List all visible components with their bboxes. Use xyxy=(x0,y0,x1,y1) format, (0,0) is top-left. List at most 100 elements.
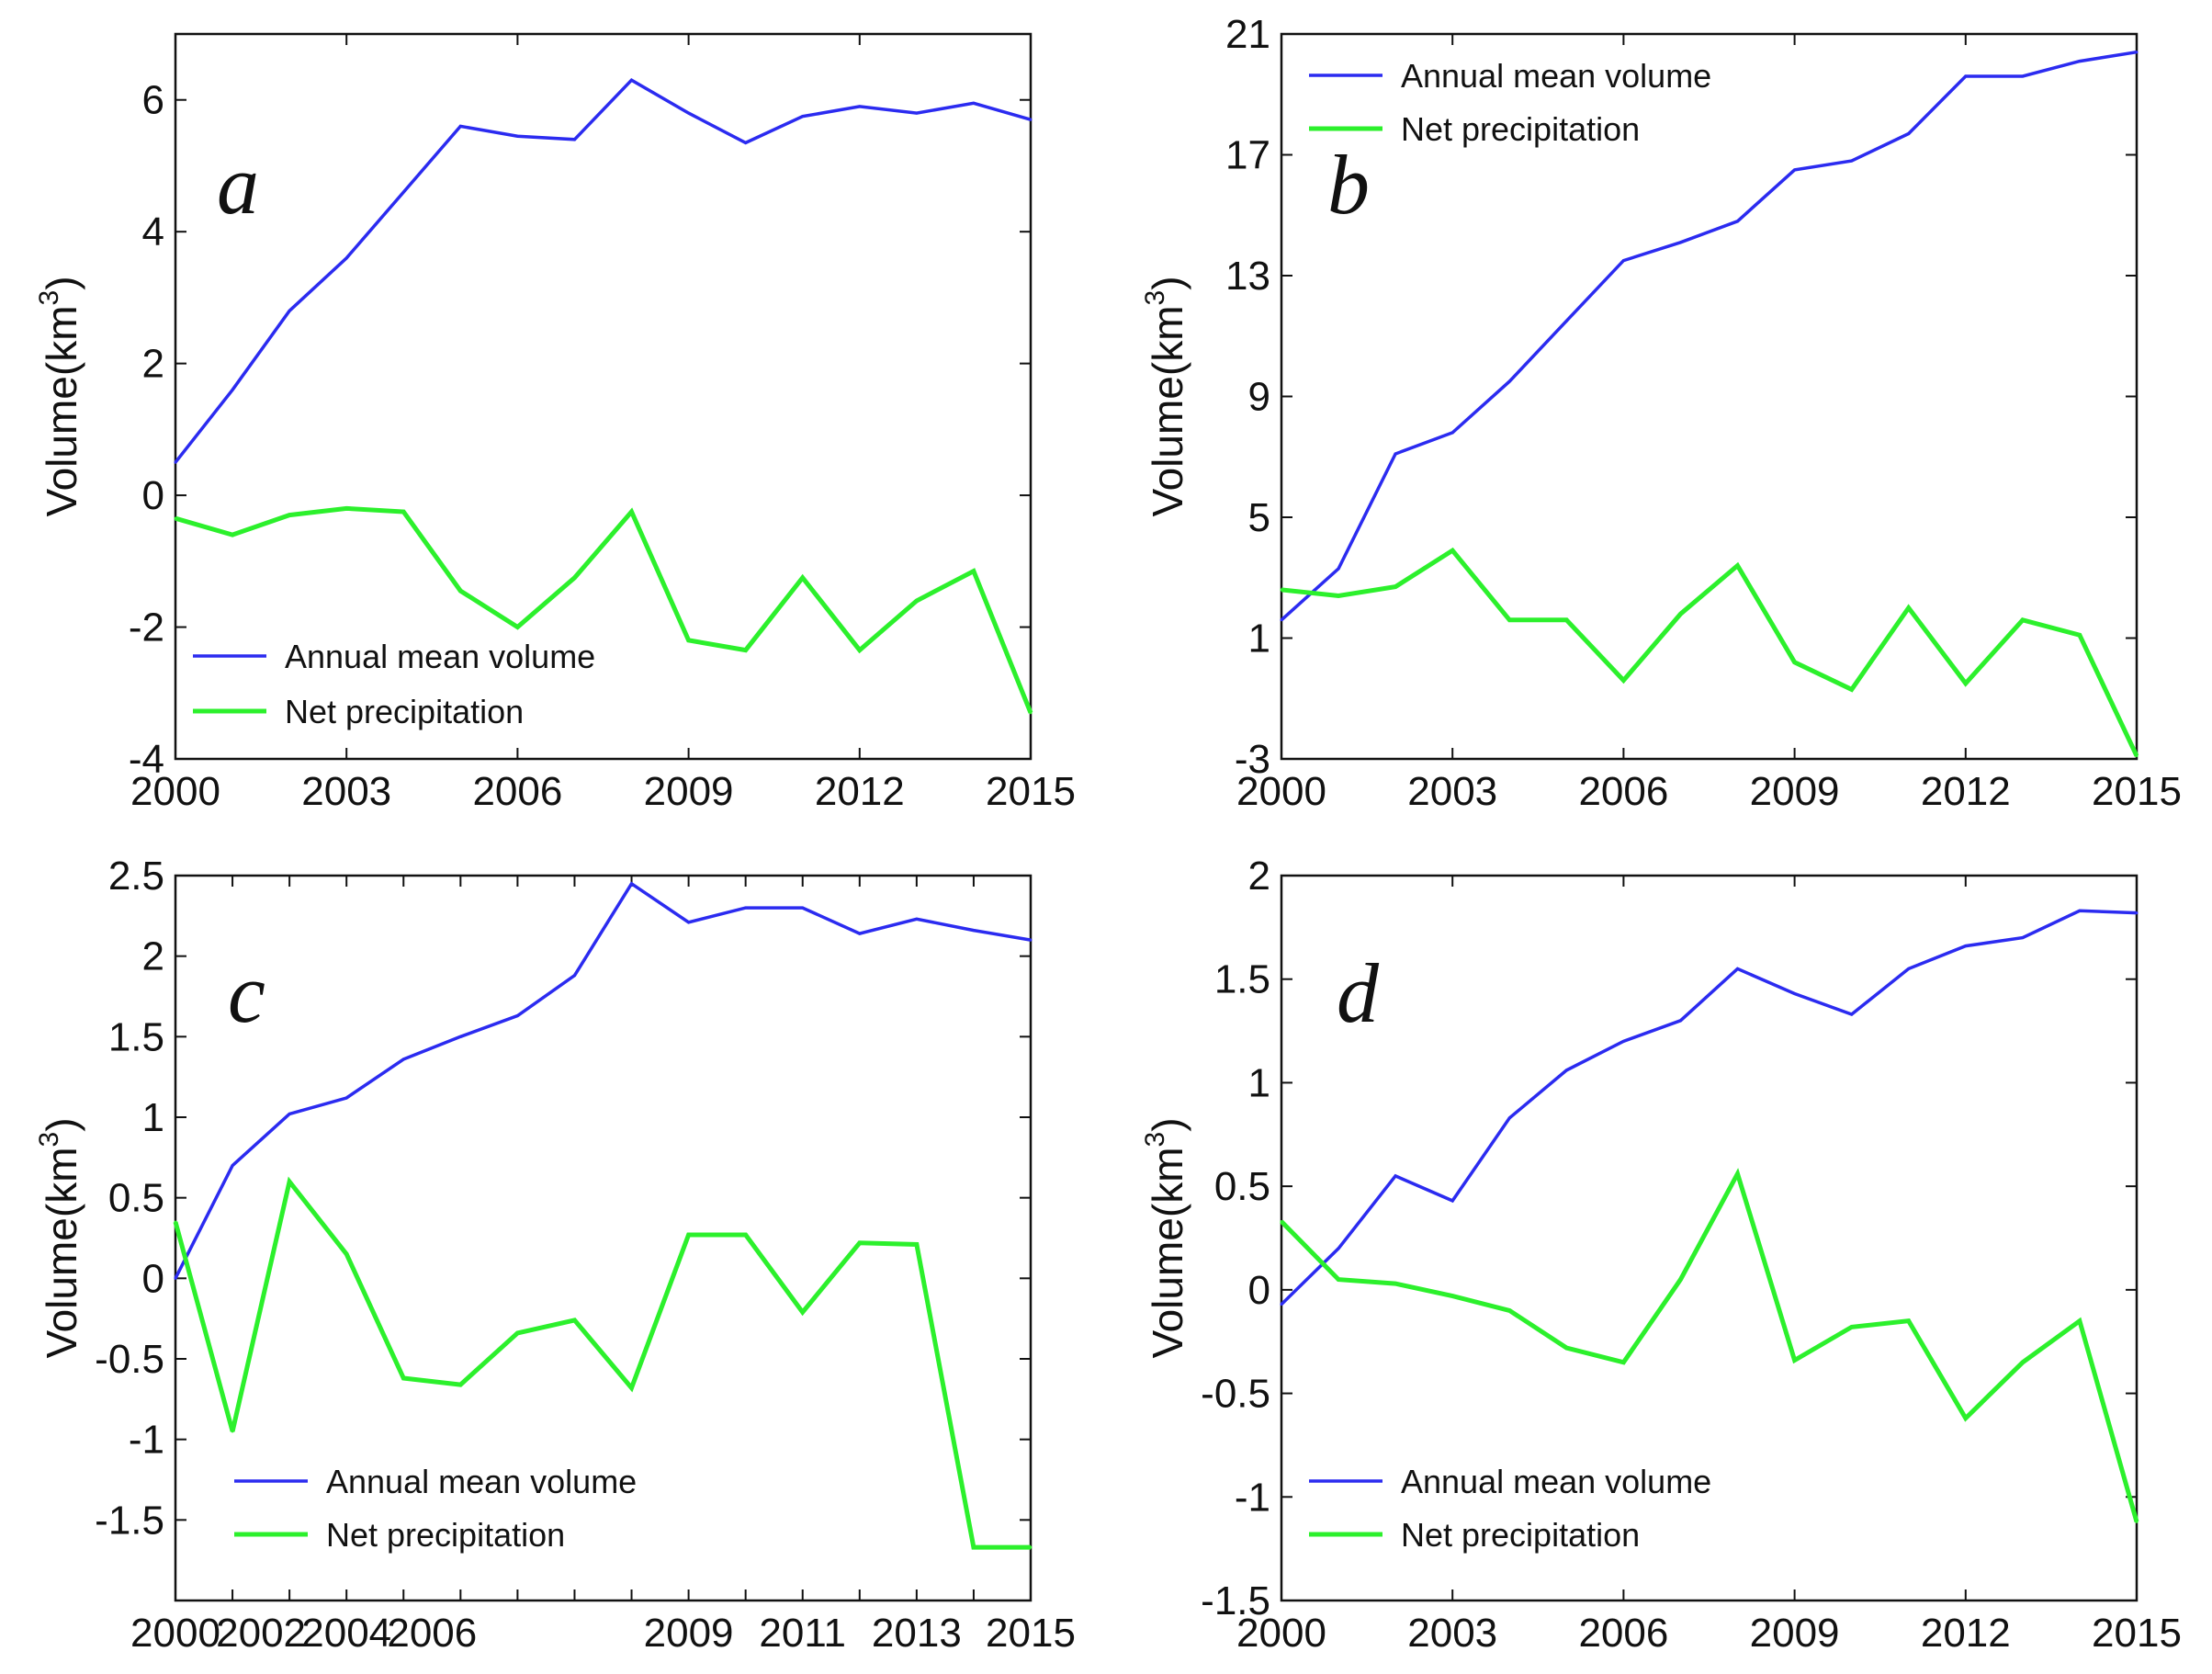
y-tick-label-d: 0.5 xyxy=(1214,1164,1270,1209)
annual-mean-volume-line-b xyxy=(1280,50,2138,622)
net-precipitation-point xyxy=(1564,618,1568,622)
annual-mean-volume-point xyxy=(1337,567,1340,571)
annual-mean-volume-point xyxy=(1564,1069,1568,1072)
axes-box-d xyxy=(1280,874,2139,1602)
net-precipitation-point xyxy=(231,1430,234,1433)
y-axis-label-close: ) xyxy=(1144,276,1191,289)
net-precipitation-point xyxy=(1964,1417,1968,1420)
net-precipitation-point xyxy=(1736,564,1740,568)
legend-label-precipitation: Net precipitation xyxy=(1401,1516,1640,1554)
net-precipitation-point xyxy=(1337,1278,1340,1282)
net-precipitation-point xyxy=(1964,682,1968,685)
y-tick-label-c: 2.5 xyxy=(108,854,164,899)
net-precipitation-point xyxy=(1394,1282,1397,1285)
panel-letter-d: d xyxy=(1337,946,1380,1040)
y-axis-label-superscript: 3 xyxy=(34,1132,64,1148)
annual-mean-volume-point xyxy=(1907,131,1911,135)
y-tick-label-d: 1 xyxy=(1248,1060,1270,1105)
net-precipitation-point xyxy=(515,626,519,629)
y-axis-label-close: ) xyxy=(1144,1117,1191,1131)
x-tick-label-d: 2006 xyxy=(1578,1611,1668,1656)
annual-mean-volume-point xyxy=(231,388,234,391)
annual-mean-volume-point xyxy=(288,1112,291,1115)
legend-label-volume: Annual mean volume xyxy=(1401,57,1711,95)
x-tick-label-c: 2004 xyxy=(301,1611,391,1656)
net-precipitation-point xyxy=(1621,679,1625,683)
annual-mean-volume-point xyxy=(915,917,919,921)
annual-mean-volume-point xyxy=(1736,220,1740,223)
annual-mean-volume-point xyxy=(858,105,862,108)
y-tick-label-d: -1 xyxy=(1235,1475,1270,1520)
net-precipitation-point xyxy=(1678,1278,1682,1282)
x-tick-label-a: 2000 xyxy=(130,769,220,814)
annual-mean-volume-point xyxy=(572,138,576,141)
net-precipitation-point xyxy=(915,599,919,603)
net-precipitation-point xyxy=(1850,687,1854,691)
annual-mean-volume-line-a xyxy=(174,77,1032,464)
y-tick-label-b: 9 xyxy=(1248,375,1270,420)
y-axis-label-main: Volume(km xyxy=(38,1147,85,1358)
y-tick-label-b: 1 xyxy=(1248,616,1270,662)
y-tick-label-c: 1.5 xyxy=(108,1014,164,1059)
net-precipitation-point xyxy=(972,570,976,573)
net-precipitation-line-d xyxy=(1280,1168,2139,1522)
net-precipitation-point xyxy=(458,1383,462,1386)
x-tick-label-b: 2003 xyxy=(1407,769,1497,814)
panel-letter-a: a xyxy=(217,138,259,232)
legend-label-precipitation: Net precipitation xyxy=(285,693,524,730)
net-precipitation-point xyxy=(572,576,576,580)
y-tick-label-c: -1.5 xyxy=(95,1498,164,1543)
annual-mean-volume-point xyxy=(1850,1012,1854,1016)
net-precipitation-point xyxy=(174,516,177,520)
panel-d: 2000 2003 2006 2009 2012 2015 -1.5 -1 -0.5 0 0.5 1 1… xyxy=(1140,854,2182,1656)
net-precipitation-point xyxy=(972,1545,976,1549)
annual-mean-volume-point xyxy=(744,906,748,910)
net-precipitation-point xyxy=(2078,633,2082,637)
annual-mean-volume-point xyxy=(515,134,519,138)
y-axis-label-close: ) xyxy=(38,1117,85,1131)
annual-mean-volume-point xyxy=(2078,60,2082,63)
y-tick-label-c: 0.5 xyxy=(108,1176,164,1221)
y-tick-label-c: -1 xyxy=(129,1418,164,1463)
y-tick-label-a: -4 xyxy=(129,737,164,782)
net-precipitation-point xyxy=(2135,1520,2139,1523)
x-tick-label-b: 2012 xyxy=(1921,769,2011,814)
net-precipitation-point xyxy=(231,533,234,537)
y-tick-label-d: 0 xyxy=(1248,1268,1270,1313)
annual-mean-volume-point xyxy=(1450,431,1454,435)
net-precipitation-point xyxy=(1793,661,1797,664)
net-precipitation-point xyxy=(2021,618,2025,622)
net-precipitation-point xyxy=(630,510,634,514)
x-tick-label-a: 2012 xyxy=(815,769,905,814)
annual-mean-volume-point xyxy=(2021,74,2025,78)
net-precipitation-point xyxy=(687,1233,691,1237)
y-axis-label-main: Volume(km xyxy=(1144,305,1191,516)
net-precipitation-point xyxy=(801,1310,805,1314)
annual-mean-volume-point xyxy=(858,932,862,935)
legend-label-precipitation: Net precipitation xyxy=(1401,110,1640,148)
net-precipitation-point xyxy=(572,1318,576,1322)
x-tick-label-d: 2003 xyxy=(1407,1611,1497,1656)
annual-mean-volume-point xyxy=(458,124,462,128)
y-tick-label-b: 21 xyxy=(1225,12,1270,57)
y-tick-label-a: 4 xyxy=(142,209,164,254)
annual-mean-volume-point xyxy=(344,256,348,260)
net-precipitation-point xyxy=(858,649,862,652)
net-precipitation-line-a xyxy=(175,505,1033,714)
panel-a: 2000 2003 2006 2009 2012 2015 -4 -2 0 2 4 6 Volume(k… xyxy=(34,32,1076,814)
annual-mean-volume-point xyxy=(972,101,976,105)
axes-box-a xyxy=(174,32,1033,761)
annual-mean-volume-point xyxy=(515,1014,519,1018)
annual-mean-volume-point xyxy=(744,141,748,144)
annual-mean-volume-point xyxy=(174,460,177,464)
x-tick-label-b: 2000 xyxy=(1236,769,1326,814)
legend-label-precipitation: Net precipitation xyxy=(326,1516,565,1554)
net-precipitation-point xyxy=(1337,594,1340,597)
net-precipitation-point xyxy=(1029,711,1033,715)
y-tick-label-c: -0.5 xyxy=(95,1337,164,1382)
net-precipitation-point xyxy=(1678,612,1682,616)
annual-mean-volume-point xyxy=(1029,938,1033,942)
net-precipitation-point xyxy=(801,576,805,580)
annual-mean-volume-point xyxy=(972,929,976,933)
